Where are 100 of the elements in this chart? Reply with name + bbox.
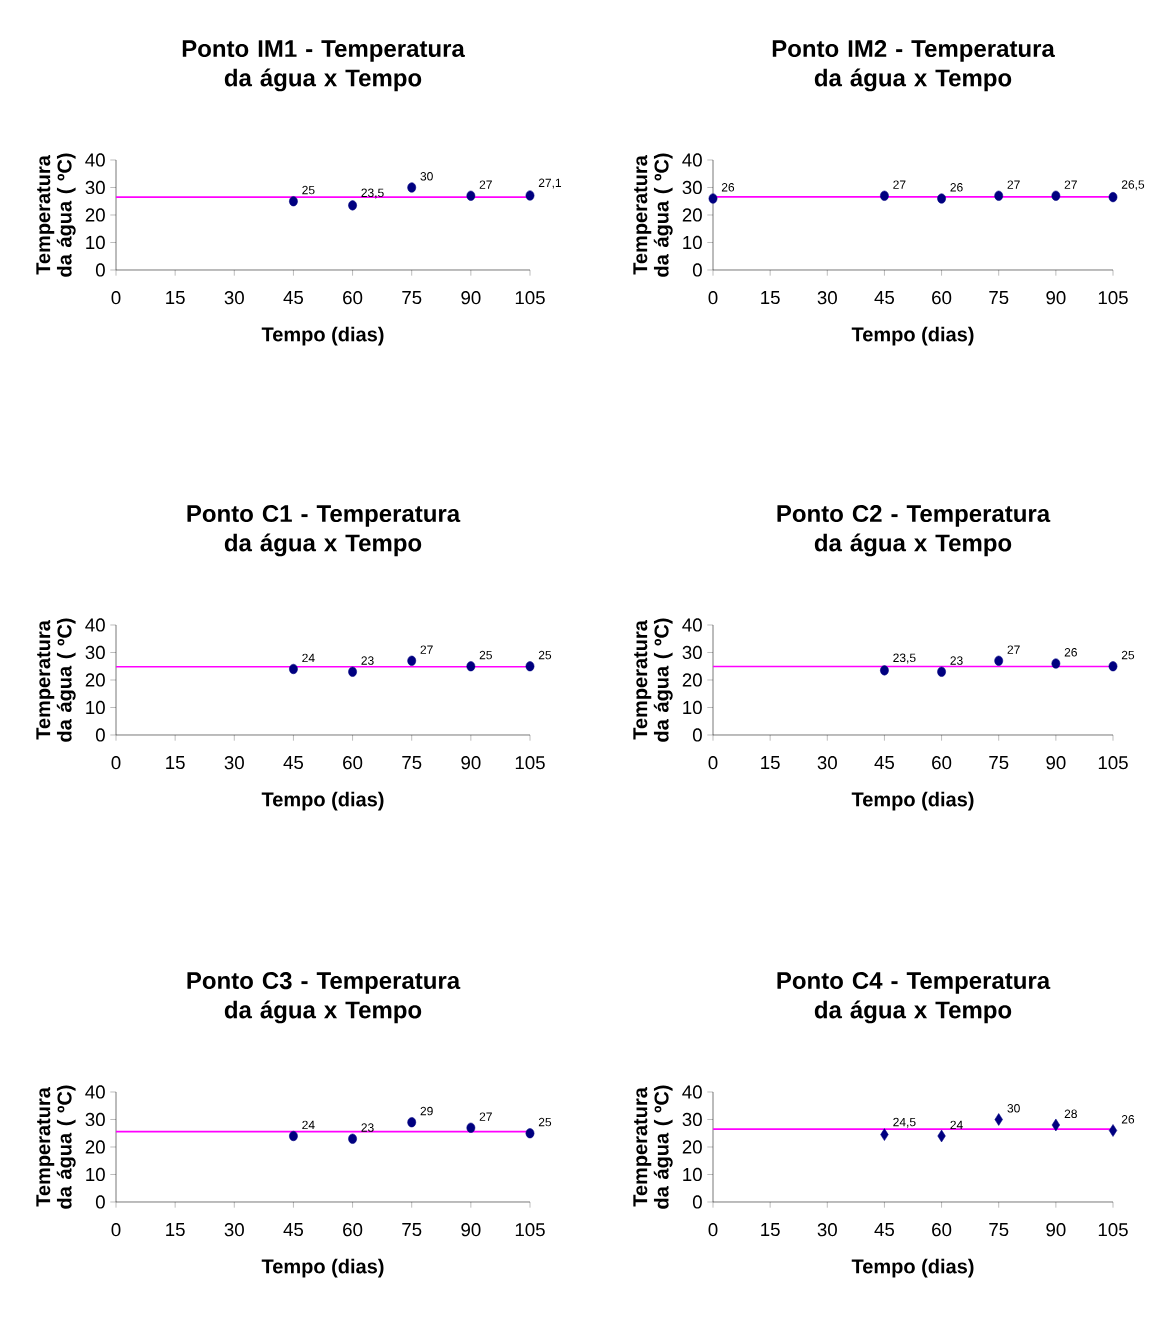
y-axis-title: Temperatura da água ( ºC)	[633, 1085, 673, 1209]
chart-title: Ponto C3 - Temperatura da água x Tempo	[187, 972, 461, 1024]
x-tick-label: 75	[402, 291, 422, 305]
data-label: 26	[950, 183, 963, 192]
x-tick-label: 0	[111, 291, 121, 305]
chart-title: Ponto IM2 - Temperatura da água x Tempo	[772, 40, 1055, 92]
point	[289, 196, 298, 207]
chart-title: Ponto C2 - Temperatura da água x Tempo	[777, 505, 1051, 557]
x-tick-label: 105	[1098, 291, 1128, 305]
x-tick-label: 60	[932, 756, 952, 770]
data-label: 30	[1007, 1104, 1020, 1113]
chart-title: Ponto C1 - Temperatura da água x Tempo	[187, 505, 461, 557]
x-axis-title: Tempo (dias)	[851, 791, 974, 811]
data-label: 25	[479, 650, 492, 660]
x-tick-label: 0	[111, 1223, 121, 1237]
y-tick-label: 0	[95, 728, 105, 742]
point	[348, 1133, 357, 1144]
point	[466, 190, 476, 201]
data-label: 28	[1064, 1109, 1077, 1119]
y-tick-label: 40	[85, 153, 105, 167]
y-tick-label: 30	[85, 180, 105, 195]
y-tick-label: 10	[86, 235, 105, 250]
point	[525, 190, 535, 201]
y-tick-label: 0	[692, 1195, 702, 1209]
data-label: 24	[302, 653, 315, 663]
data-label: 27,1	[538, 178, 562, 189]
x-tick-label: 90	[1046, 291, 1066, 305]
x-tick-label: 30	[224, 756, 244, 770]
data-label: 25	[538, 650, 552, 660]
data-label: 27	[893, 180, 906, 189]
y-tick-label: 30	[682, 645, 702, 660]
x-tick-label: 45	[283, 756, 304, 770]
chart-title: Ponto IM1 - Temperatura da água x Tempo	[182, 40, 465, 92]
x-tick-label: 30	[224, 291, 244, 305]
x-tick-label: 15	[761, 756, 780, 770]
x-tick-label: 45	[283, 291, 304, 305]
point	[525, 1128, 535, 1139]
x-axis-title: Tempo (dias)	[851, 1258, 974, 1278]
y-tick-label: 30	[85, 1112, 105, 1127]
y-tick-label: 20	[85, 208, 105, 222]
y-axis-title: Temperatura da água ( ºC)	[36, 618, 76, 742]
data-label: 25	[302, 185, 315, 195]
y-tick-label: 20	[682, 208, 702, 222]
y-tick-label: 0	[692, 263, 702, 277]
chart-title: Ponto C4 - Temperatura da água x Tempo	[777, 972, 1051, 1024]
x-tick-label: 15	[166, 1223, 185, 1237]
point	[466, 1122, 476, 1133]
data-label: 26,5	[1121, 180, 1145, 191]
data-label: 25	[1121, 650, 1135, 660]
data-label: 24	[950, 1120, 963, 1130]
x-tick-label: 105	[1098, 756, 1128, 770]
y-tick-label: 0	[95, 1195, 105, 1209]
point	[466, 661, 476, 672]
data-label: 23	[361, 1123, 374, 1132]
y-tick-label: 0	[692, 728, 702, 742]
x-tick-label: 90	[461, 1223, 481, 1237]
x-tick-label: 75	[989, 1223, 1009, 1237]
x-tick-label: 0	[708, 756, 718, 770]
y-tick-label: 30	[85, 645, 105, 660]
point	[1051, 658, 1061, 669]
data-label: 27	[1007, 180, 1020, 189]
x-axis-title: Tempo (dias)	[851, 326, 974, 346]
x-tick-label: 75	[989, 756, 1009, 770]
data-label: 23	[361, 656, 374, 665]
data-label: 27	[420, 645, 433, 654]
y-axis-title: Temperatura da água ( ºC)	[633, 153, 673, 277]
y-tick-label: 30	[682, 1112, 702, 1127]
x-axis-title: Tempo (dias)	[261, 791, 384, 811]
y-tick-label: 20	[85, 673, 105, 687]
data-label: 27	[479, 180, 492, 189]
point	[1108, 661, 1118, 672]
x-tick-label: 75	[402, 1223, 422, 1237]
x-tick-label: 60	[343, 291, 363, 305]
data-label: 29	[420, 1106, 433, 1116]
x-tick-label: 105	[1098, 1223, 1128, 1237]
x-tick-label: 105	[515, 756, 545, 770]
y-tick-label: 40	[85, 618, 105, 632]
x-tick-label: 0	[708, 291, 718, 305]
x-tick-label: 0	[708, 1223, 718, 1237]
y-tick-label: 10	[683, 235, 702, 250]
x-tick-label: 105	[515, 291, 545, 305]
data-label: 26	[1121, 1115, 1135, 1124]
y-tick-label: 20	[682, 1140, 702, 1154]
point	[407, 655, 417, 666]
x-tick-label: 30	[817, 291, 837, 305]
point	[289, 1130, 298, 1142]
y-tick-label: 20	[85, 1140, 105, 1154]
x-tick-label: 60	[343, 1223, 363, 1237]
x-tick-label: 15	[761, 291, 780, 305]
point	[1108, 1124, 1118, 1137]
x-tick-label: 45	[874, 756, 895, 770]
y-tick-label: 40	[682, 1085, 702, 1099]
data-label: 23,5	[893, 653, 916, 664]
y-axis-title: Temperatura da água ( ºC)	[36, 153, 76, 277]
x-tick-label: 60	[932, 1223, 952, 1237]
x-tick-label: 15	[166, 291, 185, 305]
x-tick-label: 75	[402, 756, 422, 770]
point	[407, 182, 417, 193]
x-axis-title: Tempo (dias)	[261, 1258, 384, 1278]
point	[880, 665, 889, 676]
